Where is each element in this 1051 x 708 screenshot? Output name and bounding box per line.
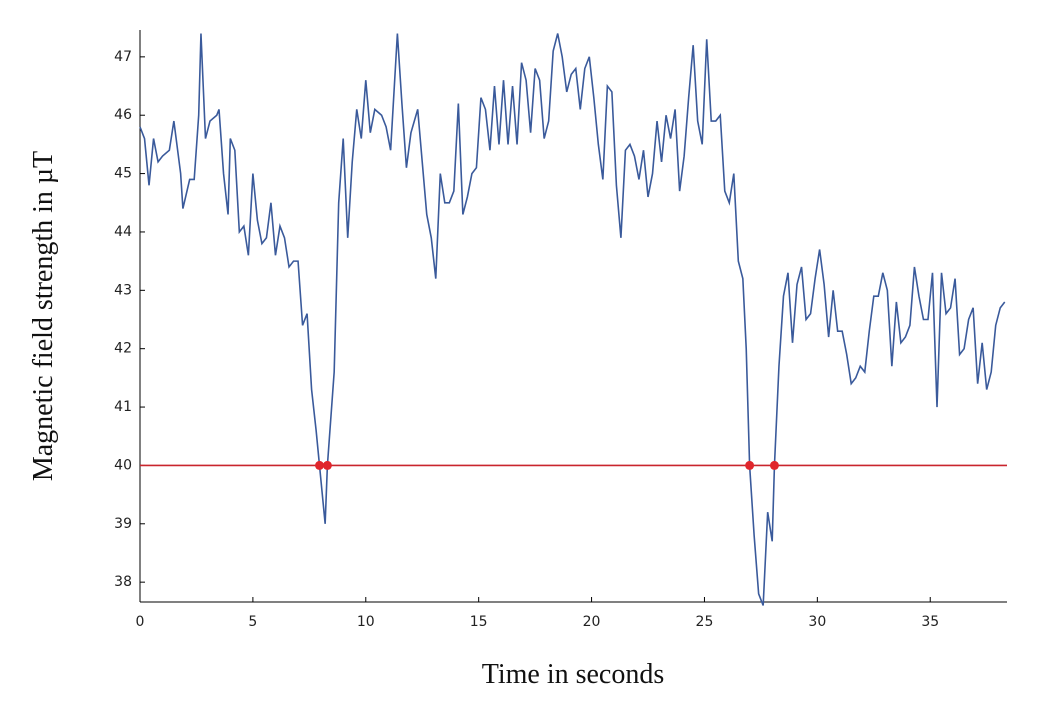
y-tick-label: 40 [114,457,132,473]
y-axis-label: Magnetic field strength in µT [28,151,59,481]
x-tick-label: 35 [921,614,939,630]
y-tick-label: 45 [114,166,132,182]
x-tick-label: 5 [248,614,257,630]
crossing-point [769,460,779,470]
x-tick-label: 0 [136,614,145,630]
x-tick-label: 20 [583,614,601,630]
x-axis-label: Time in seconds [482,659,665,690]
x-tick-label: 30 [808,614,826,630]
y-tick-label: 44 [114,224,132,240]
x-tick-label: 10 [357,614,375,630]
data-line [139,33,1006,606]
y-tick-label: 41 [114,399,132,415]
y-tick-label: 43 [114,282,132,298]
y-tick-label: 47 [114,49,132,65]
x-tick-label: 15 [470,614,488,630]
y-tick-label: 39 [114,516,132,532]
x-tick-label: 25 [696,614,714,630]
crossing-point [314,460,324,470]
crossing-point [745,460,755,470]
y-tick-label: 46 [114,107,132,123]
y-tick-label: 38 [114,574,132,590]
y-tick-label: 42 [114,341,132,357]
crossing-point [322,460,332,470]
